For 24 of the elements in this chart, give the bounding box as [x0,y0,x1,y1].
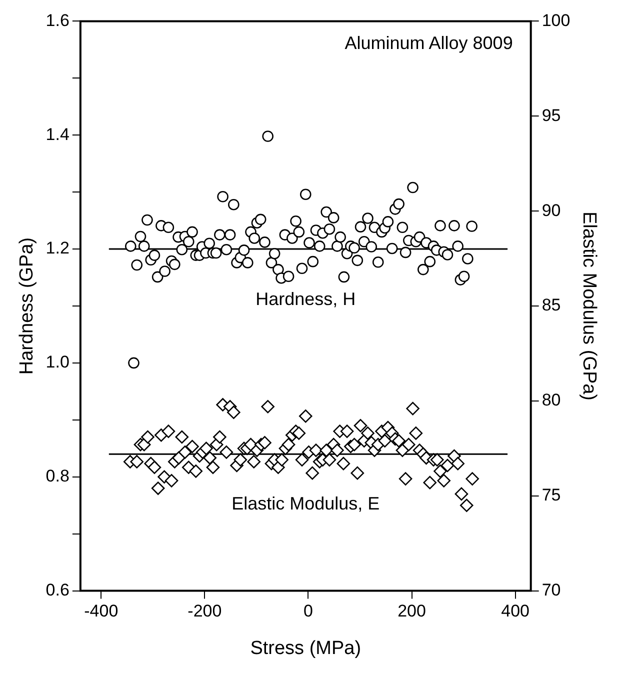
y-tick-label: 1.0 [46,352,70,372]
series-label: Hardness, H [256,289,356,310]
y2-tick-label: 85 [542,296,561,315]
y-tick-label: 1.6 [46,10,70,30]
y2-tick-label: 75 [542,486,561,505]
y2-axis-title: Elastic Modulus (GPa) [578,211,600,401]
y-axis-title: Hardness (GPa) [16,237,38,375]
y2-tick-label: 100 [542,10,570,30]
x-tick-label: -400 [84,602,118,621]
y2-tick-label: 90 [542,200,561,220]
x-axis-title: Stress (MPa) [250,638,362,659]
y-tick-label: 1.4 [46,124,70,144]
series-label: Elastic Modulus, E [232,493,380,514]
x-tick-label: 400 [501,602,530,621]
y2-tick-label: 95 [542,106,561,125]
x-tick-label: -200 [188,602,222,621]
y2-tick-label: 70 [542,580,561,600]
x-tick-label: 200 [398,602,426,621]
x-tick-label: 0 [303,602,313,621]
y-tick-label: 1.2 [46,238,70,258]
y-tick-label: 0.8 [46,466,70,486]
annotation: Aluminum Alloy 8009 [344,33,513,54]
y2-tick-label: 80 [542,390,561,410]
y-tick-label: 0.6 [46,580,70,600]
